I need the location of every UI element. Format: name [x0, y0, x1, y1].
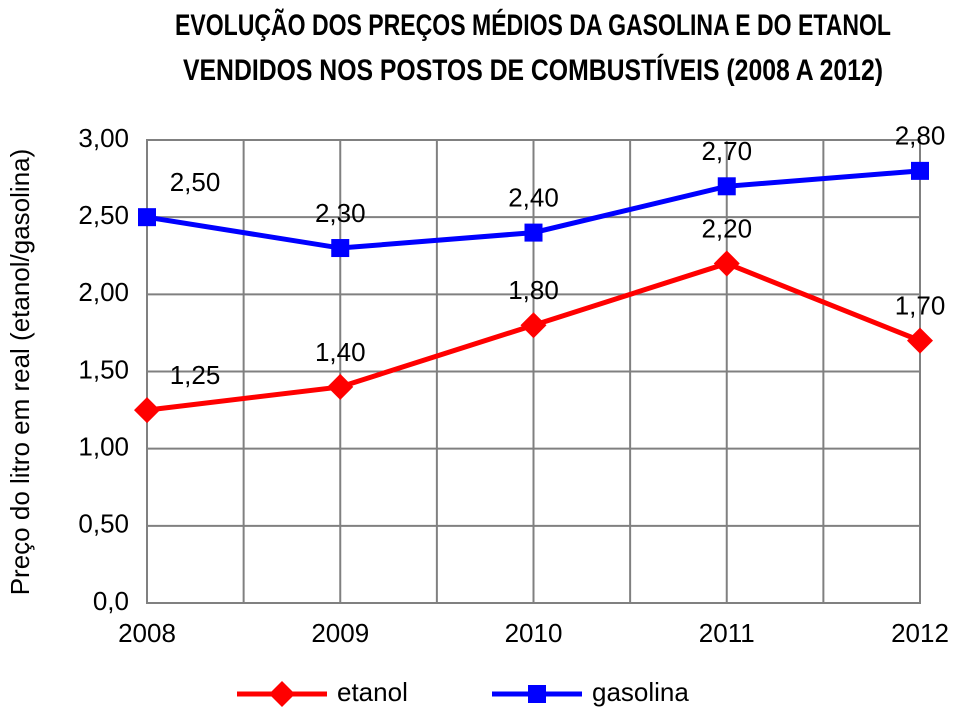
data-label: 2,50 — [170, 167, 221, 197]
data-point — [911, 161, 929, 180]
y-tick-label: 1,00 — [78, 432, 129, 462]
y-tick-label: 0,50 — [78, 509, 129, 539]
y-tick-label: 2,50 — [78, 200, 129, 230]
x-tick-label: 2011 — [699, 618, 755, 648]
legend-label: gasolina — [592, 677, 689, 707]
data-point — [138, 208, 156, 227]
data-point — [717, 177, 736, 196]
x-tick-label: 2012 — [891, 618, 949, 648]
data-label: 2,30 — [315, 198, 366, 228]
legend-marker — [528, 685, 546, 703]
y-tick-label: 2,00 — [78, 277, 129, 307]
data-label: 1,70 — [895, 291, 946, 321]
data-label: 2,20 — [701, 213, 752, 243]
data-label: 2,40 — [508, 182, 559, 212]
legend-label: etanol — [337, 677, 408, 707]
x-tick-label: 2008 — [118, 618, 176, 648]
data-point — [327, 373, 354, 400]
y-tick-label: 1,50 — [78, 354, 129, 384]
y-tick-label: 3,00 — [78, 123, 129, 153]
data-point — [524, 223, 543, 242]
data-point — [134, 397, 160, 424]
data-label: 2,80 — [895, 121, 946, 151]
y-tick-label: 0,0 — [93, 586, 129, 616]
data-point — [520, 312, 547, 339]
data-point — [907, 327, 933, 354]
data-label: 1,25 — [170, 360, 221, 390]
data-label: 2,70 — [701, 136, 752, 166]
data-label: 1,80 — [508, 275, 559, 305]
chart-title: EVOLUÇÃO DOS PREÇOS MÉDIOS DA GASOLINA E… — [175, 8, 891, 87]
x-tick-label: 2010 — [505, 618, 563, 648]
legend-marker — [269, 681, 295, 707]
data-label: 1,40 — [315, 337, 366, 367]
data-point — [331, 239, 350, 258]
data-point — [713, 250, 740, 277]
x-tick-label: 2009 — [311, 618, 369, 648]
y-axis-label: Preço do litro em real (etanol/gasolina) — [5, 149, 35, 596]
